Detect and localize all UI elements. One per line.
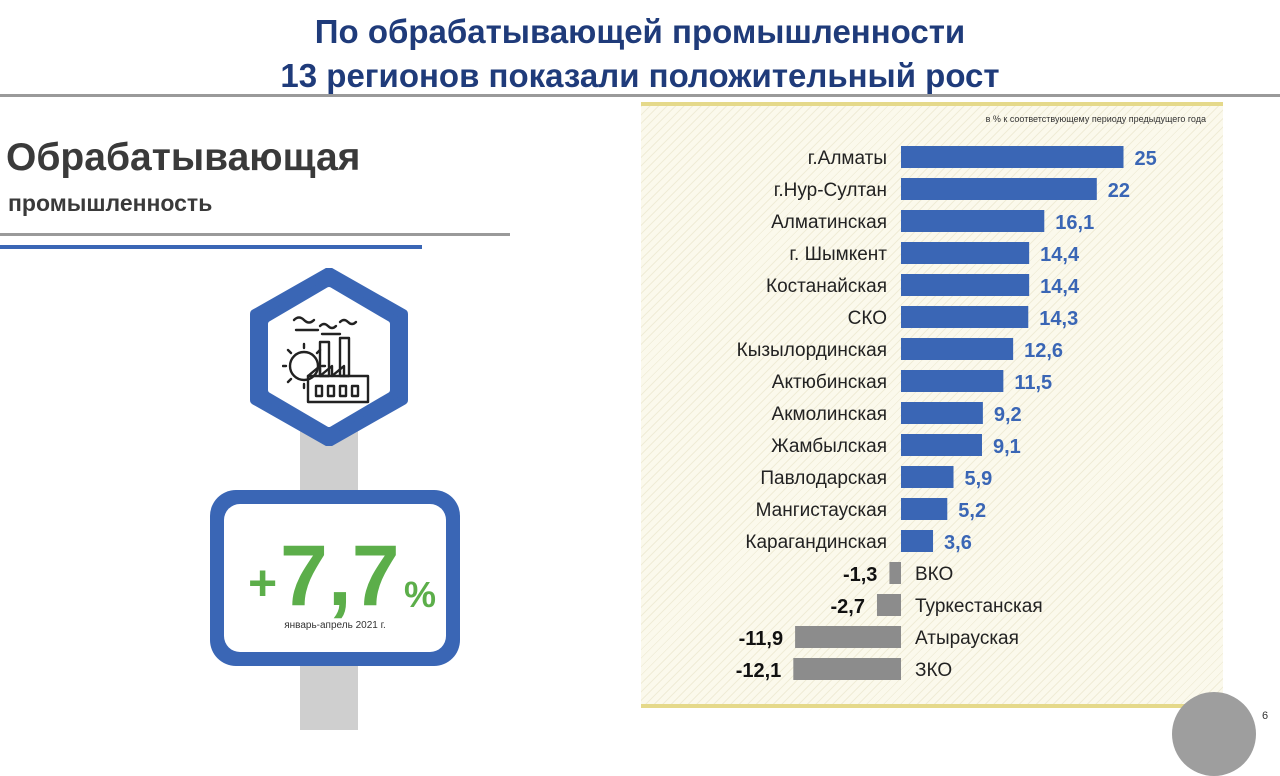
title-line-1: По обрабатывающей промышленности: [314, 13, 966, 50]
divider-grey: [0, 233, 510, 236]
bar: [793, 658, 901, 680]
value-label: -2,7: [831, 596, 865, 618]
category-label: г.Алматы: [808, 148, 887, 169]
value-label: 5,9: [965, 468, 993, 490]
category-label: ЗКО: [915, 660, 952, 681]
bar: [901, 498, 948, 520]
category-label: Акмолинская: [772, 404, 887, 425]
result-percent-sign: %: [404, 574, 437, 615]
category-label: Костанайская: [766, 276, 887, 297]
value-label: 14,4: [1040, 244, 1080, 266]
category-label: г.Нур-Султан: [774, 180, 887, 201]
value-label: 25: [1135, 148, 1157, 170]
value-label: 11,5: [1014, 372, 1052, 394]
category-label: Кызылординская: [737, 340, 887, 361]
bar: [901, 210, 1045, 232]
bar: [876, 594, 901, 616]
section-subheading: промышленность: [8, 190, 213, 216]
value-label: 9,2: [994, 404, 1022, 426]
category-label: Актюбинская: [772, 372, 887, 393]
bar: [901, 242, 1030, 264]
value-label: 3,6: [944, 532, 972, 554]
category-label: Атырауская: [915, 628, 1019, 649]
bar: [901, 530, 934, 552]
bar: [889, 562, 901, 584]
value-label: 22: [1108, 180, 1130, 202]
page-number: 6: [1262, 710, 1269, 722]
bar: [901, 466, 954, 488]
result-card: + 7,7 % январь-апрель 2021 г.: [210, 490, 460, 666]
value-label: 9,1: [993, 436, 1021, 458]
value-label: 14,3: [1039, 308, 1078, 330]
category-label: Мангистауская: [756, 500, 887, 521]
bar: [901, 306, 1029, 328]
category-label: Туркестанская: [915, 596, 1043, 617]
section-heading: Обрабатывающая: [6, 136, 361, 179]
category-label: Жамбылская: [771, 436, 887, 457]
bar: [901, 274, 1030, 296]
divider-blue: [0, 245, 422, 249]
result-card-inner: + 7,7 % январь-апрель 2021 г.: [224, 504, 446, 652]
bar: [901, 178, 1097, 200]
bar: [901, 434, 982, 456]
category-label: ВКО: [915, 564, 953, 585]
corner-circle: [1172, 692, 1256, 776]
value-label: 12,6: [1024, 340, 1063, 362]
value-label: 5,2: [958, 500, 986, 522]
value-label: -11,9: [739, 628, 783, 650]
value-label: 16,1: [1055, 212, 1094, 234]
category-label: г. Шымкент: [789, 244, 887, 265]
category-label: Карагандинская: [745, 532, 887, 553]
bar: [795, 626, 901, 648]
slide-title: По обрабатывающей промышленности 13 реги…: [0, 10, 1280, 98]
bar: [901, 370, 1004, 392]
result-value: 7,7: [280, 528, 400, 624]
title-line-2: 13 регионов показали положительный рост: [280, 57, 1000, 94]
result-period: январь-апрель 2021 г.: [284, 620, 386, 631]
category-label: СКО: [848, 308, 887, 329]
value-label: -12,1: [736, 660, 782, 682]
factory-icon: [282, 316, 370, 404]
result-plus-sign: +: [248, 555, 278, 611]
regional-growth-chart: в % к соответствующему периоду предыдуще…: [736, 114, 1206, 682]
value-label: -1,3: [843, 564, 877, 586]
category-label: Павлодарская: [760, 468, 887, 489]
bar: [901, 146, 1124, 168]
chart-note: в % к соответствующему периоду предыдуще…: [986, 114, 1206, 124]
title-divider: [0, 94, 1280, 97]
bar: [901, 402, 983, 424]
value-label: 14,4: [1040, 276, 1080, 298]
category-label: Алматинская: [771, 212, 887, 233]
bar: [901, 338, 1014, 360]
